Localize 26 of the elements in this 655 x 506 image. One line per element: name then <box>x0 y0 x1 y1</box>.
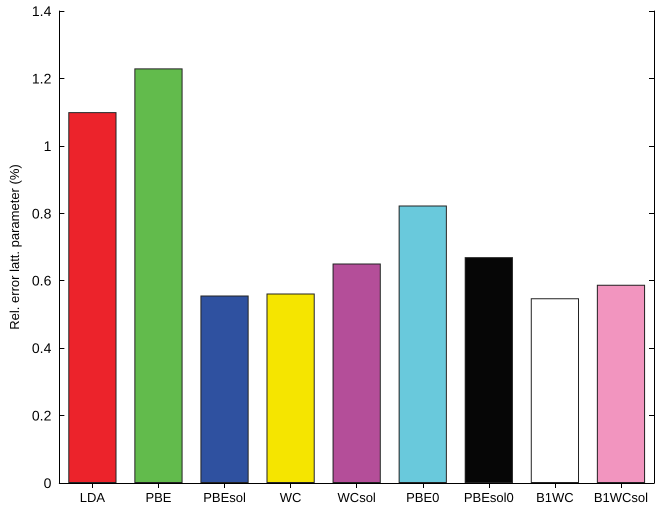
y-axis-title: Rel. error latt. parameter (%) <box>7 164 22 330</box>
x-tick-label: PBE <box>145 490 172 505</box>
y-tick-label: 1.2 <box>32 70 52 86</box>
bar <box>200 296 249 483</box>
bar <box>134 68 183 483</box>
bar <box>530 298 580 483</box>
bar <box>398 206 447 483</box>
bar <box>266 294 315 483</box>
y-tick-label: 0.8 <box>32 205 52 222</box>
x-tick-label: B1WC <box>536 490 574 505</box>
x-tick-label: LDA <box>80 490 106 505</box>
x-tick-label: WCsol <box>338 490 376 505</box>
y-tick-label: 0.2 <box>32 408 52 424</box>
x-tick-label: B1WCsol <box>594 490 648 505</box>
x-tick-label: PBEsol0 <box>464 490 514 505</box>
x-tick-label: PBE0 <box>406 490 440 505</box>
x-tick-label: PBEsol <box>203 490 246 505</box>
x-tick-label: WC <box>280 490 302 505</box>
bar <box>596 284 646 483</box>
bar <box>68 112 117 483</box>
y-tick-label: 1.4 <box>32 3 52 19</box>
bar <box>332 264 381 483</box>
y-tick-label: 0.6 <box>32 272 52 289</box>
y-tick-label: 0 <box>44 475 52 491</box>
y-tick-label: 1 <box>44 138 52 154</box>
y-tick-label: 0.4 <box>32 340 52 356</box>
